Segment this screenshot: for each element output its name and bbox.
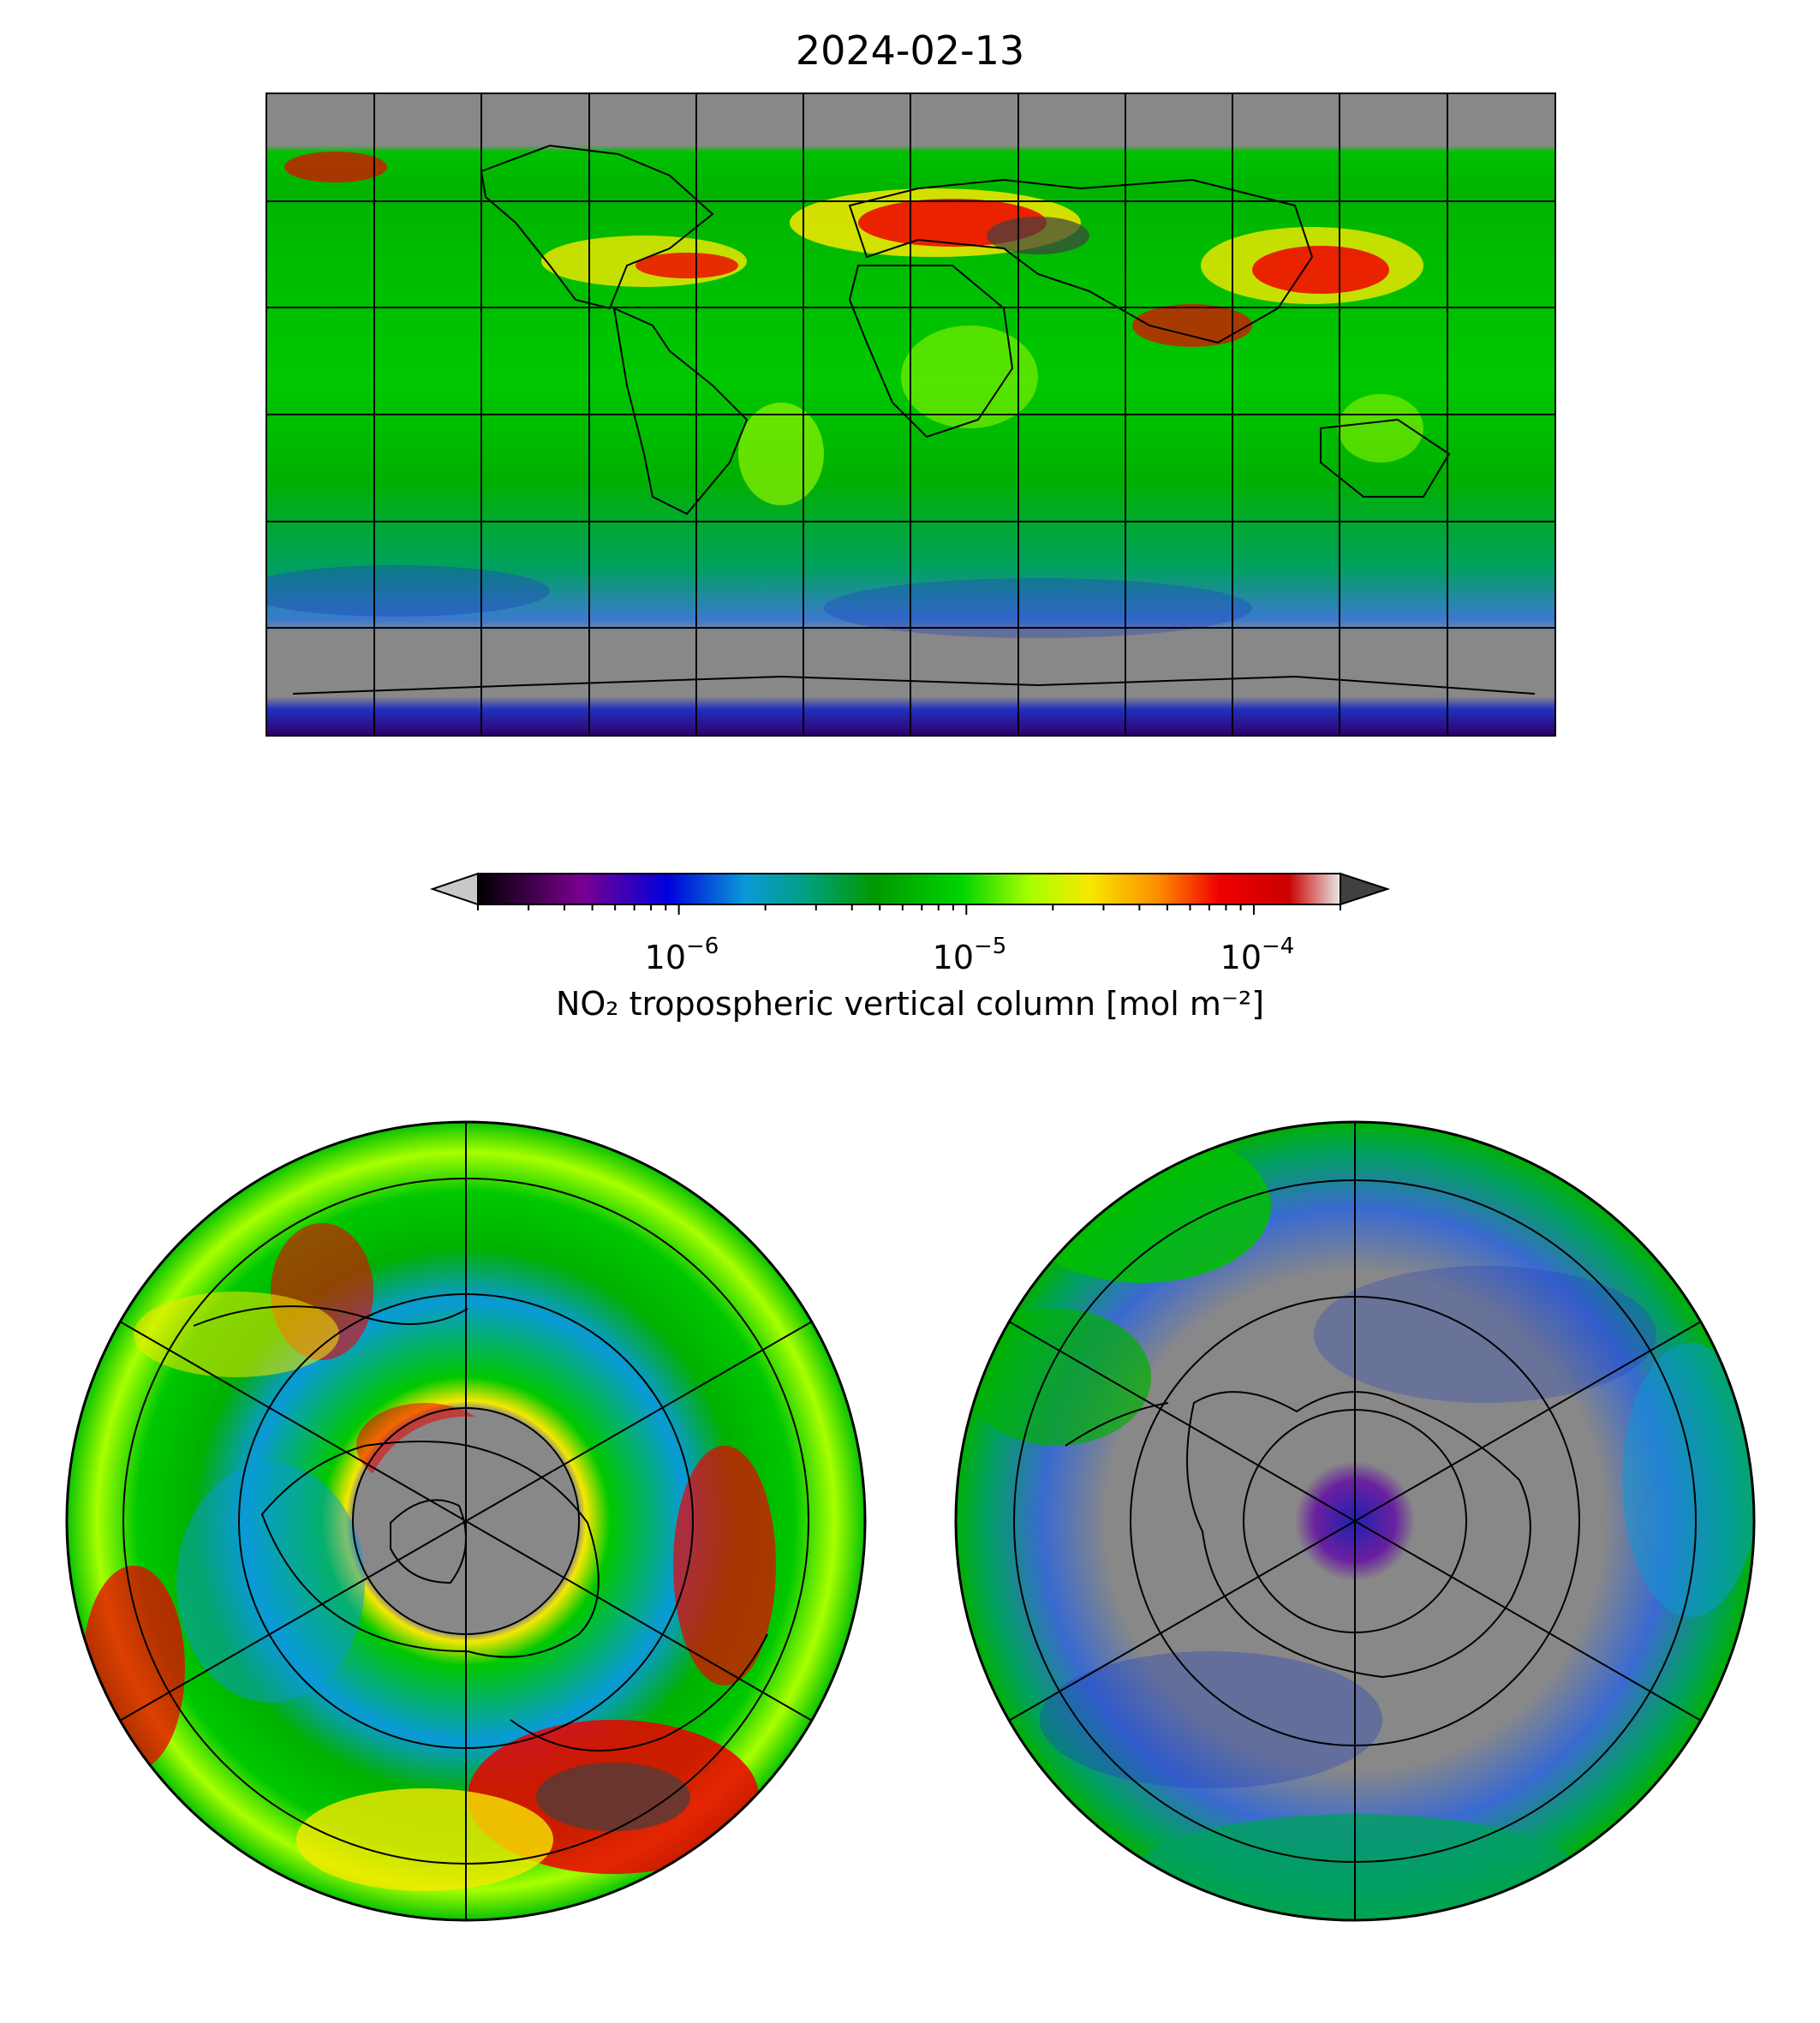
south-polar-map [954, 1120, 1756, 1922]
colorbar-tick-label: 10−6 [644, 934, 719, 976]
north-polar-map [65, 1120, 867, 1922]
colorbar-gradient [477, 873, 1341, 905]
colorbar-tick-label: 10−4 [1220, 934, 1295, 976]
global-coastlines [292, 144, 1536, 695]
colorbar-tick-label: 10−5 [932, 934, 1007, 976]
colorbar-ticks [477, 904, 1341, 915]
north-polar-gridlines [119, 1122, 813, 1920]
south-polar-gridlines [1008, 1122, 1702, 1920]
south-polar-boundary [954, 1120, 1756, 1922]
global-gridlines [267, 94, 1554, 735]
north-polar-coastlines [193, 1305, 768, 1751]
colorbar-under-extension [429, 872, 479, 906]
global-map [266, 92, 1556, 737]
colorbar-over-extension [1340, 872, 1391, 906]
global-map-canvas [267, 94, 1554, 735]
colorbar-label: NO₂ tropospheric vertical column [mol m⁻… [555, 985, 1265, 1023]
north-polar-boundary [65, 1120, 867, 1922]
figure-title: 2024-02-13 [795, 27, 1025, 74]
south-polar-coastlines [1065, 1391, 1531, 1679]
colorbar [429, 872, 1391, 915]
